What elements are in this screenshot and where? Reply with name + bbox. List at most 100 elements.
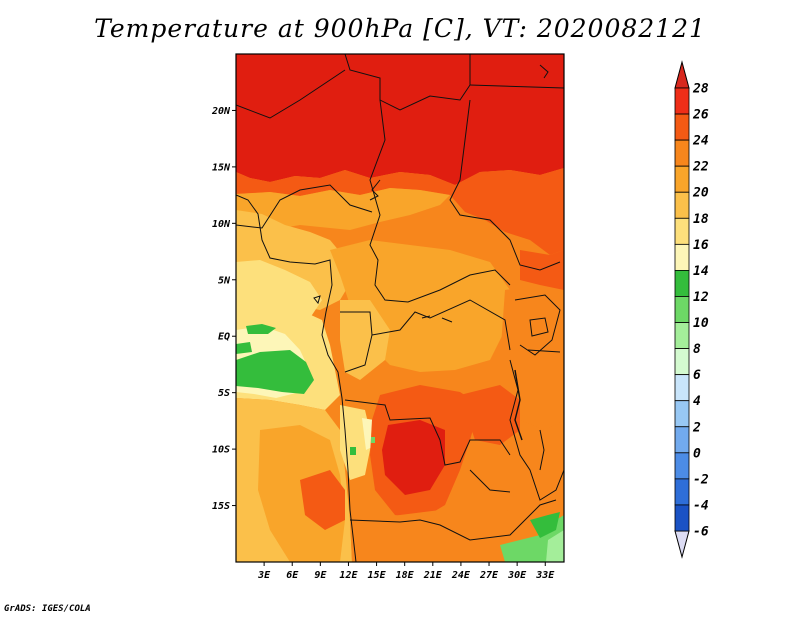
- lat-label: 10S: [212, 445, 230, 456]
- border-east-africa: [514, 294, 561, 356]
- border-kenya-tz: [527, 349, 561, 353]
- colorbar-band: [674, 139, 690, 167]
- colorbar-label: 2: [692, 420, 701, 435]
- nile-delta: [539, 64, 549, 79]
- border-angola-drc: [344, 399, 511, 466]
- colorbar-band: [674, 504, 690, 532]
- lake-malawi: [539, 429, 545, 471]
- field-sahel-mid: [236, 188, 450, 232]
- colorbar-band: [674, 191, 690, 219]
- colorbar-label: -4: [693, 498, 709, 513]
- lon-label: 15E: [368, 570, 387, 581]
- colorbar-label: 0: [693, 446, 701, 461]
- colorbar-label: 10: [693, 316, 709, 331]
- coastlines-borders: [236, 54, 564, 562]
- colorbar-label: -2: [693, 472, 709, 487]
- colorbar-label: 16: [693, 238, 709, 253]
- border-sudan: [449, 99, 561, 271]
- latitude-axis: 20N 15N 10N 5N EQ 5S 10S 15S: [211, 106, 236, 512]
- colorbar-top-triangle: [674, 60, 690, 89]
- colorbar-label: 24: [692, 134, 709, 149]
- lon-label: 6E: [286, 570, 299, 581]
- colorbar-band: [674, 87, 690, 115]
- lat-label: 20N: [211, 106, 231, 117]
- temperature-field: [236, 54, 564, 562]
- lat-label: 10N: [212, 219, 231, 230]
- colorbar-bottom-triangle: [674, 530, 690, 559]
- field-angola-hot: [382, 420, 445, 495]
- field-congo-west: [340, 300, 390, 380]
- field-se-green: [530, 512, 560, 538]
- colorbar-band: [674, 478, 690, 506]
- lon-label: 9E: [314, 570, 327, 581]
- lon-label: 33E: [535, 570, 555, 581]
- lat-label: 5S: [218, 388, 230, 399]
- field-east-sahel: [450, 168, 564, 255]
- field-green-dot-2: [371, 437, 375, 443]
- field-cool-green: [236, 350, 314, 394]
- colorbar-band: [674, 243, 690, 271]
- field-green-edge: [236, 342, 252, 354]
- colorbar-label: 20: [692, 186, 709, 201]
- lon-label: 3E: [257, 570, 271, 581]
- lake-victoria: [529, 317, 549, 337]
- lon-label: 21E: [423, 570, 443, 581]
- colorbar-band: [674, 270, 690, 297]
- field-sahara-hot: [236, 54, 564, 185]
- lon-label: 12E: [339, 570, 358, 581]
- field-east-hot: [520, 250, 564, 290]
- map-frame: [235, 53, 565, 563]
- field-east-rift: [500, 285, 564, 430]
- bioko-island: [313, 295, 321, 305]
- lon-label: 18E: [396, 570, 415, 581]
- lat-label: 5N: [218, 275, 231, 286]
- colorbar-label: 6: [693, 368, 701, 383]
- colorbar-band: [674, 165, 690, 193]
- lake-chad-outline: [369, 179, 381, 201]
- border-zambia: [469, 469, 511, 493]
- colorbar-band: [674, 452, 690, 480]
- colorbar-label: 14: [693, 264, 709, 279]
- colorbar-label: 28: [692, 82, 709, 97]
- border-drc-north: [371, 299, 511, 351]
- colorbar-band: [674, 400, 690, 428]
- colorbar-label: -6: [693, 525, 709, 540]
- lon-label: 24E: [451, 570, 471, 581]
- border-namibia: [349, 499, 557, 541]
- field-green-spot: [246, 324, 276, 334]
- colorbar-band: [674, 217, 690, 245]
- colorbar-label: 22: [692, 160, 709, 175]
- colorbar-band: [674, 374, 690, 402]
- colorbar-band: [674, 348, 690, 376]
- plot-title: Temperature at 900hPa [C], VT: 202008212…: [94, 14, 706, 43]
- border-sahel: [236, 184, 373, 229]
- colorbar-band: [674, 426, 690, 454]
- lon-label: 27E: [479, 570, 499, 581]
- colorbar-label: 26: [692, 108, 709, 123]
- field-sw-warm-spot: [300, 470, 345, 530]
- colorbar-label: 12: [693, 290, 709, 305]
- border-chad-car: [369, 99, 511, 303]
- lake-tanganyika: [514, 369, 523, 441]
- colorbar-label: 4: [693, 394, 701, 409]
- lat-label: EQ: [218, 332, 230, 343]
- lat-label: 15S: [212, 501, 230, 512]
- credit-label: GrADS: IGES/COLA: [4, 604, 91, 614]
- lat-label: 15N: [212, 162, 231, 173]
- longitude-axis: 3E 6E 9E 12E 15E 18E 21E 24E 27E 30E 33E: [257, 562, 555, 581]
- border-egypt: [469, 84, 564, 89]
- border-north: [344, 54, 471, 111]
- colorbar-label: 18: [693, 212, 709, 227]
- lon-label: 30E: [507, 570, 527, 581]
- field-se-light: [546, 530, 564, 562]
- west-coastline: [236, 194, 357, 562]
- colorbar-band: [674, 113, 690, 141]
- colorbar-band: [674, 322, 690, 349]
- field-zambia-warm: [460, 385, 520, 445]
- colorbar-band: [674, 296, 690, 323]
- border-nw: [236, 69, 346, 119]
- colorbar-label: 8: [693, 342, 701, 357]
- border-east-lakes: [509, 359, 564, 501]
